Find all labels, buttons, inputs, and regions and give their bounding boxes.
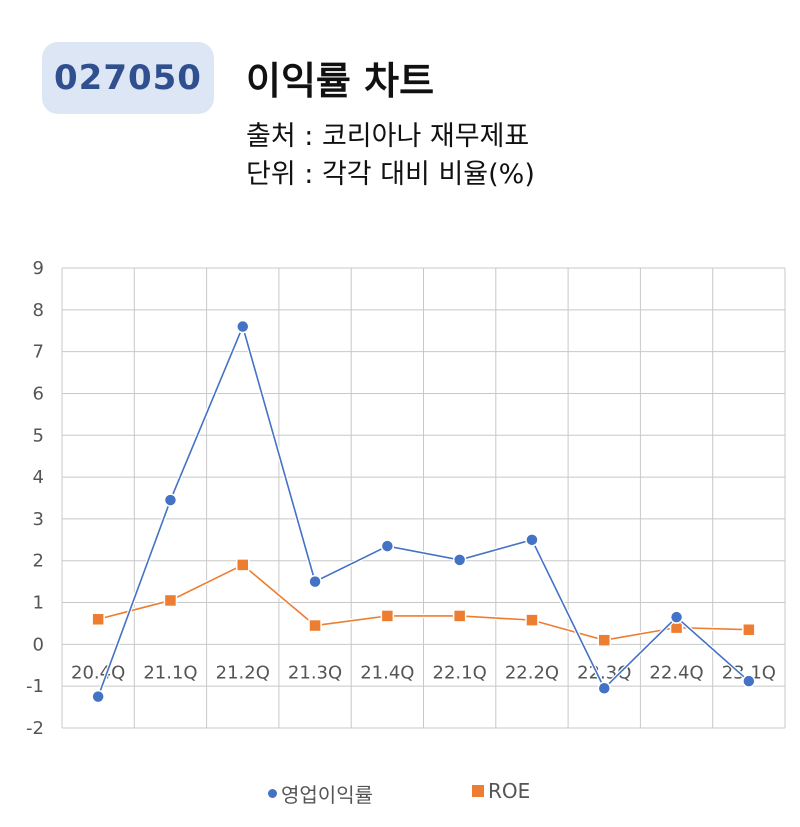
legend-operating-margin: 영업이익률: [268, 779, 373, 808]
y-tick-label: 7: [33, 342, 44, 363]
x-tick-label: 21.2Q: [216, 662, 270, 683]
legend-label-operating-margin: 영업이익률: [281, 783, 373, 807]
x-tick-label: 22.1Q: [433, 662, 487, 683]
x-tick-label: 21.4Q: [360, 662, 414, 683]
x-tick-label: 22.4Q: [649, 662, 703, 683]
x-tick-label: 22.2Q: [505, 662, 559, 683]
source-label: 출처 : 코리아나 재무제표: [246, 121, 530, 152]
legend-roe: ROE: [472, 779, 530, 803]
roe-line: [97, 563, 749, 642]
operating-margin-point: [525, 533, 539, 547]
operating-margin-point: [91, 689, 105, 704]
square-marker-icon: [472, 785, 484, 797]
roe-point: [525, 613, 539, 627]
operating-margin-point: [236, 319, 250, 334]
operating-margin-point: [308, 574, 322, 589]
x-tick-label: 21.1Q: [143, 662, 197, 683]
operating-margin-point: [597, 681, 611, 696]
y-tick-label: 4: [33, 467, 44, 488]
x-tick-label: 21.3Q: [288, 662, 342, 683]
operating-margin-point: [380, 539, 395, 553]
operating-margin-point: [163, 493, 178, 507]
y-tick-label: 0: [33, 634, 44, 655]
stock-code-badge: 027050: [42, 42, 214, 114]
roe-point: [163, 593, 178, 608]
roe-point: [91, 612, 105, 627]
y-tick-label: -2: [26, 718, 44, 739]
roe-point: [380, 609, 395, 623]
operating-margin-point: [669, 610, 684, 624]
series: [91, 319, 756, 704]
chart-title: 이익률 차트: [246, 59, 435, 103]
unit-label: 단위 : 각각 대비 비율(%): [246, 159, 535, 190]
roe-point: [308, 618, 322, 633]
operating-margin-point: [742, 674, 756, 688]
circle-marker-icon: [268, 789, 277, 798]
roe-point: [452, 609, 467, 623]
roe-point: [597, 633, 611, 647]
legend-label-roe: ROE: [488, 779, 531, 803]
stock-code: 027050: [54, 58, 202, 98]
y-tick-label: 2: [33, 551, 44, 572]
operating-margin-line: [97, 324, 750, 697]
x-tick-label: 20.4Q: [71, 662, 125, 683]
y-tick-label: 1: [33, 593, 44, 614]
grid: [61, 267, 786, 729]
roe-point: [236, 558, 250, 572]
y-tick-label: 9: [33, 258, 44, 279]
operating-margin-point: [452, 553, 467, 567]
y-tick-label: 5: [33, 425, 44, 446]
y-tick-label: -1: [26, 676, 44, 697]
x-tick-label: 22.3Q: [577, 662, 631, 683]
y-tick-label: 3: [33, 509, 44, 530]
y-tick-label: 8: [33, 300, 44, 321]
y-tick-label: 6: [33, 383, 44, 404]
x-axis-ticks: 20.4Q 21.1Q 21.2Q 21.3Q 21.4Q 22.1Q 22.2Q 22.3Q…: [71, 662, 776, 683]
roe-point: [742, 622, 756, 637]
y-axis-ticks: 9 8 7 6 5 4 3 2 1 0 -1 -2: [26, 258, 44, 739]
